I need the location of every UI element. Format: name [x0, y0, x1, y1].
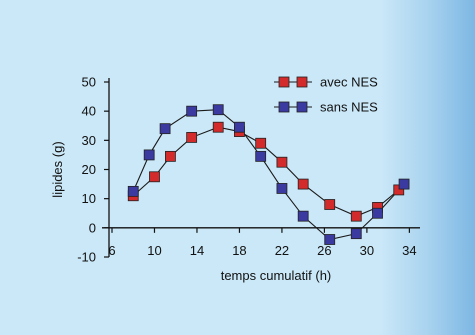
x-tick-label: 14 [190, 243, 204, 258]
y-tick-label: 50 [82, 75, 96, 90]
x-tick-label: 26 [317, 243, 331, 258]
tick-labels: -10 0 10 20 30 40 50 6 10 14 18 22 26 30 34 [77, 75, 416, 265]
data-point [143, 149, 155, 161]
legend-swatch [296, 76, 308, 88]
data-point [127, 185, 139, 197]
data-point [324, 199, 336, 210]
data-point [212, 121, 224, 133]
legend-label: avec NES [320, 75, 378, 90]
y-tick-label: 40 [82, 104, 96, 119]
x-tick-label: 6 [108, 243, 115, 258]
data-point [212, 104, 224, 116]
series-lines [132, 109, 405, 241]
legend-label: sans NES [320, 100, 378, 115]
data-point [186, 105, 198, 117]
series-markers [127, 104, 410, 245]
data-point [255, 150, 267, 162]
legend-swatch [278, 101, 290, 113]
y-tick-label: 30 [82, 133, 96, 148]
data-point [159, 123, 171, 135]
x-tick-label: 10 [147, 243, 161, 258]
y-tick-label: 0 [89, 220, 96, 235]
data-point [350, 228, 362, 240]
data-point [350, 210, 362, 222]
data-point [372, 207, 383, 219]
legend-swatch [278, 76, 290, 88]
x-tick-label: 30 [360, 243, 374, 258]
x-axis-label: temps cumulatif (h) [221, 268, 332, 283]
legend-swatch [296, 101, 308, 113]
data-point [276, 183, 288, 194]
data-point [234, 121, 245, 133]
data-point [297, 178, 309, 190]
data-point [255, 137, 267, 149]
y-tick-label: 10 [82, 191, 96, 206]
x-tick-label: 34 [402, 243, 416, 258]
data-point [165, 150, 176, 162]
x-tick-label: 18 [232, 243, 246, 258]
y-tick-label: 20 [82, 162, 96, 177]
data-point [276, 156, 288, 168]
data-point [149, 171, 160, 183]
data-point [398, 178, 410, 190]
data-point [186, 132, 198, 143]
y-tick-label: -10 [77, 250, 96, 265]
data-point [297, 210, 309, 222]
x-tick-label: 22 [275, 243, 289, 258]
data-point [324, 234, 336, 245]
series-line-2 [132, 109, 405, 241]
y-axis-label: lipides (g) [50, 141, 65, 197]
legend: avec NES sans NES [274, 75, 378, 115]
